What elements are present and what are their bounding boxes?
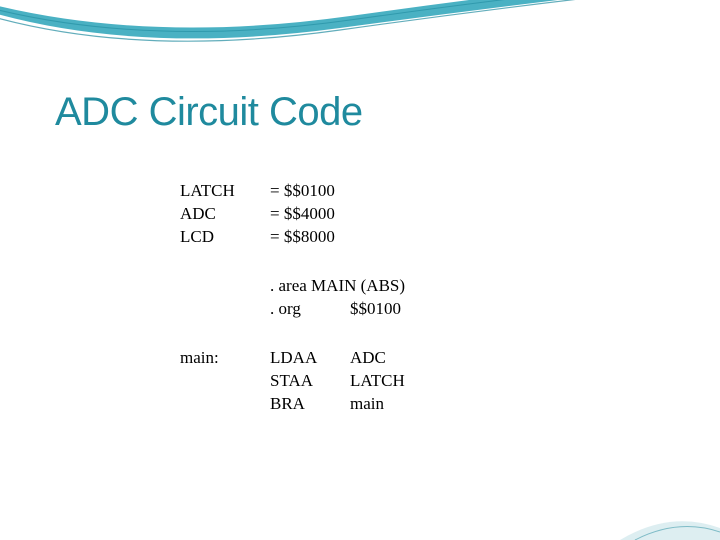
main-label bbox=[180, 393, 270, 416]
code-main-section: main: LDAA ADC STAA LATCH BRA main bbox=[180, 347, 405, 416]
area-label bbox=[180, 298, 270, 321]
area-arg: $$0100 bbox=[350, 298, 401, 321]
code-block: LATCH = $$0100 ADC = $$4000 LCD = $$8000… bbox=[180, 180, 405, 442]
def-value: = $$8000 bbox=[270, 226, 360, 249]
def-value: = $$4000 bbox=[270, 203, 360, 226]
code-def-row: LATCH = $$0100 bbox=[180, 180, 405, 203]
main-op: LDAA bbox=[270, 347, 350, 370]
code-defs-section: LATCH = $$0100 ADC = $$4000 LCD = $$8000 bbox=[180, 180, 405, 249]
code-area-row: . area MAIN (ABS) bbox=[180, 275, 405, 298]
main-op: STAA bbox=[270, 370, 350, 393]
main-label bbox=[180, 370, 270, 393]
corner-svg bbox=[600, 480, 720, 540]
corner-swoosh-decoration bbox=[600, 480, 720, 540]
def-label: LATCH bbox=[180, 180, 270, 203]
main-op: BRA bbox=[270, 393, 350, 416]
code-area-section: . area MAIN (ABS) . org $$0100 bbox=[180, 275, 405, 321]
def-value: = $$0100 bbox=[270, 180, 360, 203]
wave-svg bbox=[0, 0, 720, 90]
code-main-row: main: LDAA ADC bbox=[180, 347, 405, 370]
def-label: ADC bbox=[180, 203, 270, 226]
area-label bbox=[180, 275, 270, 298]
main-label: main: bbox=[180, 347, 270, 370]
area-op: . org bbox=[270, 298, 350, 321]
main-arg: ADC bbox=[350, 347, 386, 370]
def-label: LCD bbox=[180, 226, 270, 249]
main-arg: main bbox=[350, 393, 384, 416]
code-main-row: STAA LATCH bbox=[180, 370, 405, 393]
code-def-row: ADC = $$4000 bbox=[180, 203, 405, 226]
code-area-row: . org $$0100 bbox=[180, 298, 405, 321]
code-main-row: BRA main bbox=[180, 393, 405, 416]
corner-curve-1 bbox=[620, 521, 720, 540]
code-def-row: LCD = $$8000 bbox=[180, 226, 405, 249]
header-wave-decoration bbox=[0, 0, 720, 90]
main-arg: LATCH bbox=[350, 370, 405, 393]
slide-title: ADC Circuit Code bbox=[55, 90, 363, 135]
area-value: . area MAIN (ABS) bbox=[270, 275, 405, 298]
